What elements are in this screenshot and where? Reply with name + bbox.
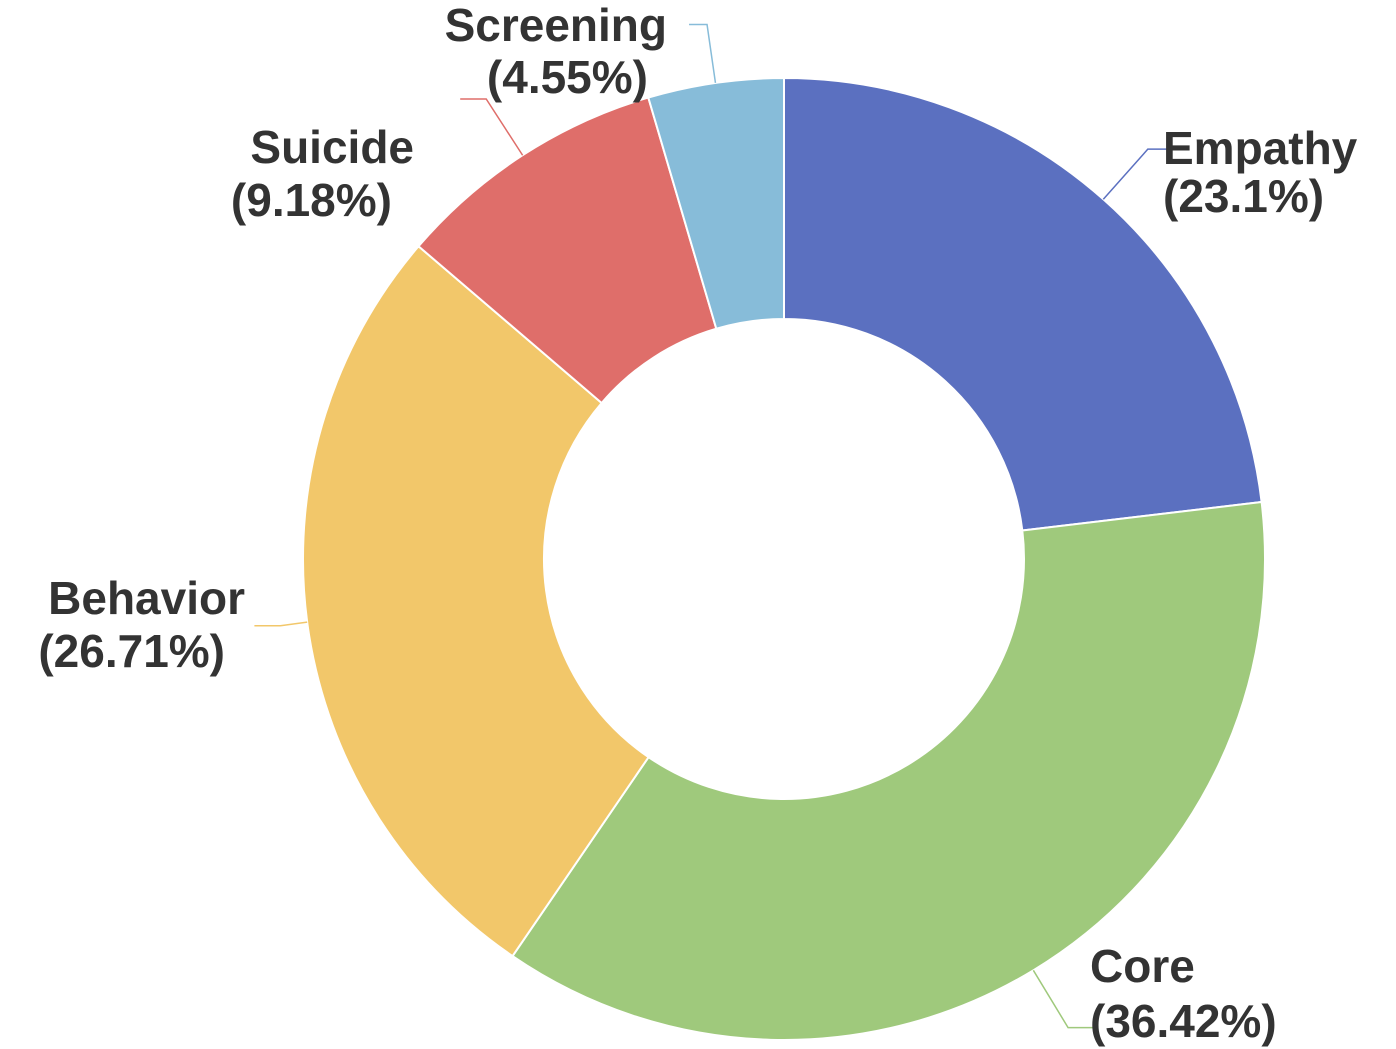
slice-empathy	[783, 76, 1263, 532]
leader-line-empathy	[1102, 148, 1176, 200]
leader-line-behavior	[254, 621, 308, 627]
slice-label-suicide: Suicide	[250, 121, 414, 173]
leader-line-screening	[689, 23, 717, 84]
leader-lines-layer	[254, 23, 1176, 1029]
slice-label-core: Core	[1090, 940, 1195, 992]
slice-behavior	[302, 244, 650, 958]
slice-percent-behavior: (26.71%)	[38, 625, 225, 677]
slice-suicide	[417, 96, 718, 405]
slice-label-screening: Screening	[445, 0, 667, 51]
leader-line-suicide	[460, 98, 524, 156]
leader-line-core	[1032, 969, 1097, 1029]
slice-percent-core: (36.42%)	[1090, 995, 1277, 1047]
labels-layer: Empathy(23.1%) Core(36.42%) Behavior(26.71…	[38, 0, 1357, 1047]
slice-percent-empathy: (23.1%)	[1163, 170, 1324, 222]
slice-label-behavior: Behavior	[48, 572, 245, 624]
slice-percent-screening: (4.55%)	[487, 51, 648, 103]
slice-screening	[647, 76, 785, 330]
slice-label-empathy: Empathy	[1163, 122, 1358, 174]
slice-percent-suicide: (9.18%)	[231, 174, 392, 226]
slices-layer	[302, 76, 1266, 1041]
slice-core	[511, 500, 1266, 1041]
